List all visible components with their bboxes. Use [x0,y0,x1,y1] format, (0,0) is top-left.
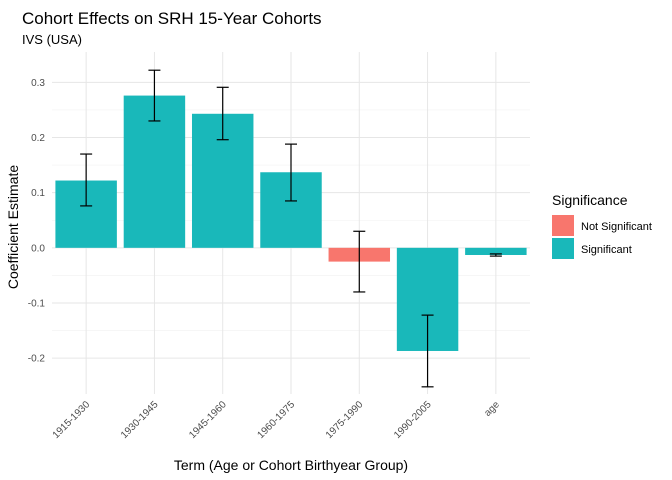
x-tick-label: age [482,399,502,419]
error-bar-1930-1945 [148,69,161,122]
plot-area [52,52,530,394]
x-tick-label: 1975-1990 [324,399,366,441]
y-tick-label: -0.1 [28,298,46,309]
x-tick-label: 1930-1945 [119,399,161,441]
x-axis-label: Term (Age or Cohort Birthyear Group) [174,457,408,473]
legend-label-not-significant: Not Significant [581,221,652,233]
error-bar-1915-1930 [80,153,93,207]
error-bar-1945-1960 [216,86,229,141]
y-tick-label: 0.1 [31,188,45,199]
legend-title: Significance [552,192,628,208]
x-tick-label: 1990-2005 [392,399,434,441]
error-bar-1960-1975 [285,143,297,202]
legend: Significance Not Significant Significant [552,192,652,259]
error-bar-1990-2005 [421,314,434,388]
x-axis-ticks: 1915-1930 1930-1945 1945-1960 1960-1975 1975… [51,399,503,441]
legend-swatch-significant [552,238,574,259]
legend-swatch-not-significant [552,215,574,236]
y-tick-label: 0.3 [31,78,45,89]
error-bar-1975-1990 [353,230,366,293]
y-axis-ticks: -0.2 -0.1 0.0 0.1 0.2 0.3 [28,78,46,365]
chart-subtitle: IVS (USA) [22,32,82,47]
y-tick-label: -0.2 [28,354,46,365]
bar-age [465,247,527,255]
x-tick-label: 1915-1930 [51,399,93,441]
chart-title: Cohort Effects on SRH 15-Year Cohorts [22,9,322,28]
x-tick-label: 1960-1975 [256,399,298,441]
error-bar-age [489,253,502,257]
y-tick-label: 0.2 [31,133,45,144]
y-axis-label: Coefficient Estimate [5,165,21,289]
x-tick-label: 1945-1960 [187,399,229,441]
error-bars [80,69,502,388]
y-tick-label: 0.0 [31,243,45,254]
legend-label-significant: Significant [581,244,632,256]
